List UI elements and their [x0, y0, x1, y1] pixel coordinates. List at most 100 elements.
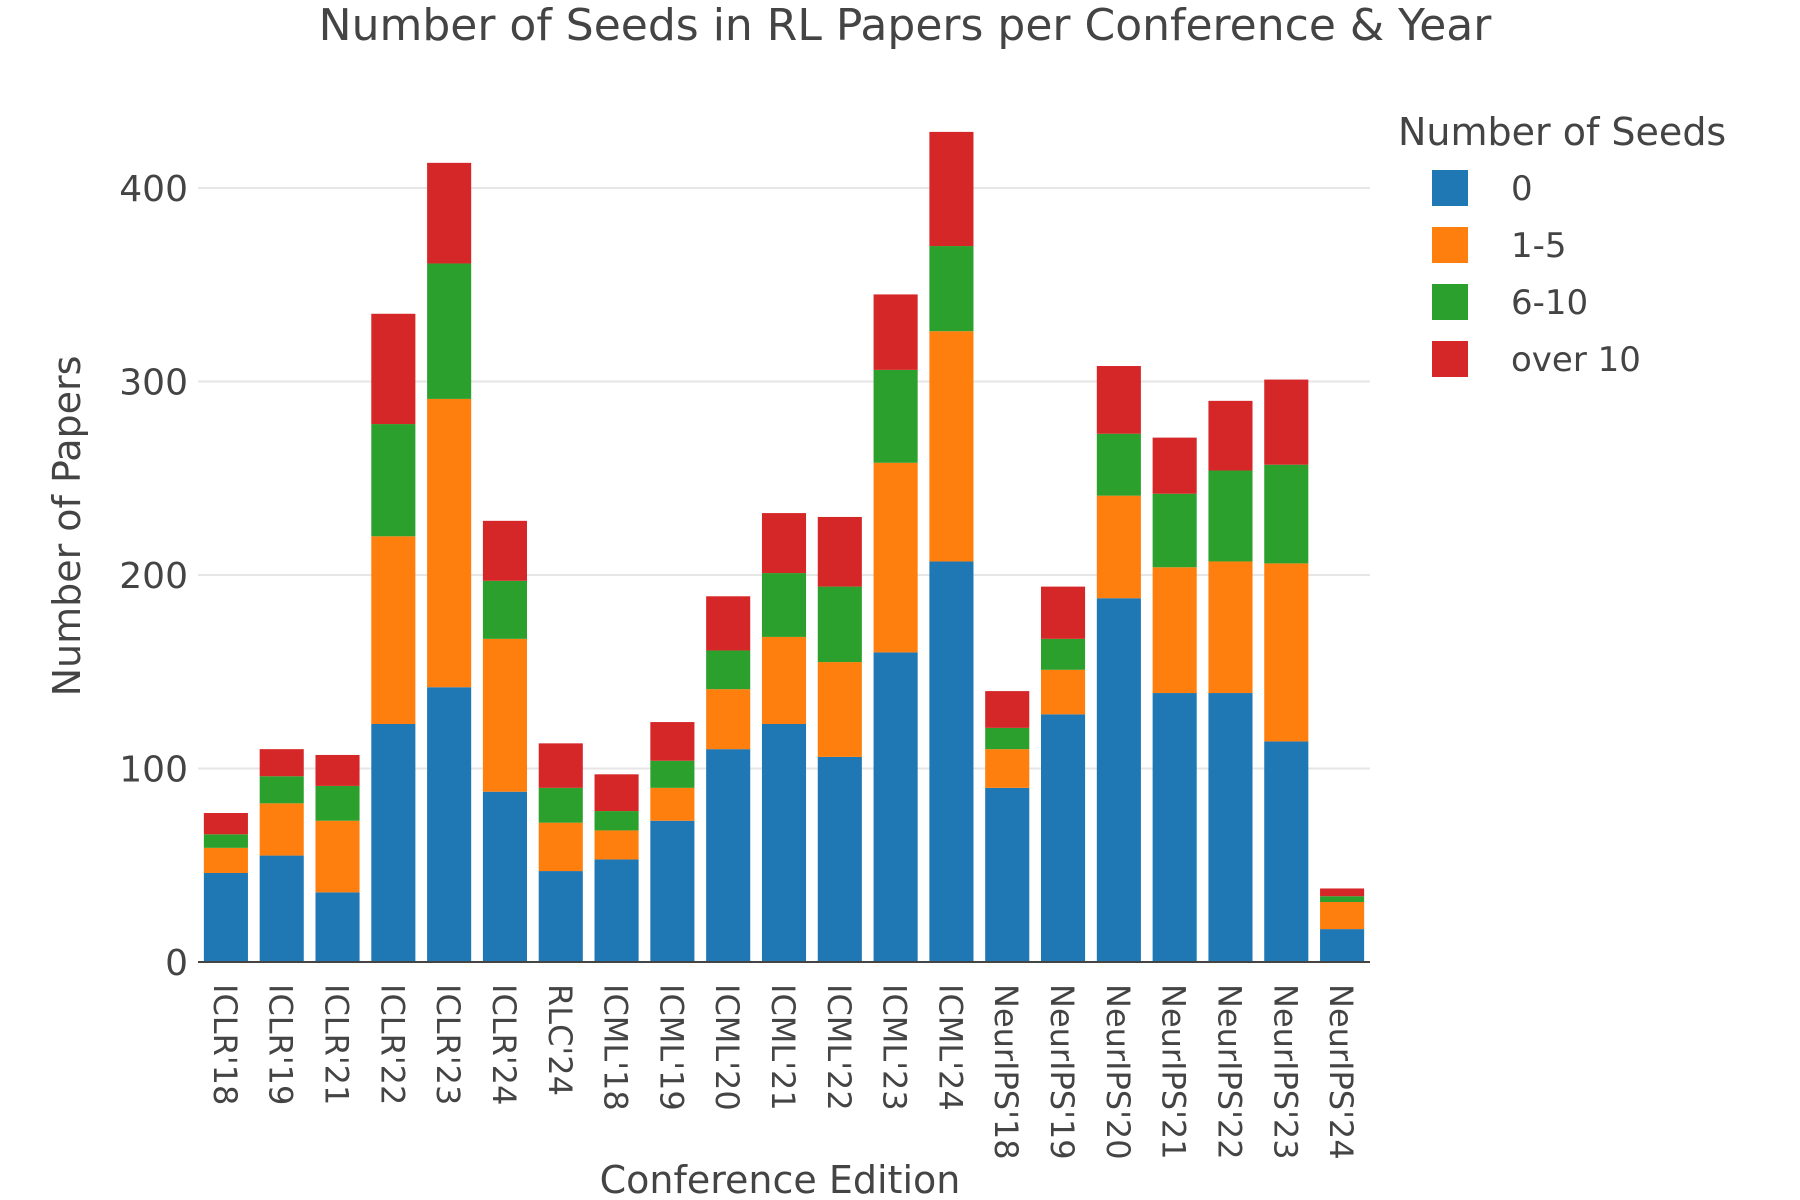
- bar-segment: [817, 586, 862, 663]
- x-tick-labels: ICLR'18 ICLR'19 ICLR'21 ICLR'22 ICLR'23 ICLR'…: [206, 984, 1360, 1160]
- legend-title: Number of Seeds: [1398, 110, 1726, 154]
- bar-segment: [594, 811, 639, 831]
- bar-segment: [482, 791, 527, 962]
- bar-segment: [1041, 714, 1086, 962]
- bar-segment: [761, 723, 807, 962]
- bar-segment: [259, 803, 304, 856]
- bar-segment: [259, 776, 304, 804]
- bar-segment: [1096, 366, 1141, 434]
- legend-swatch: [1432, 227, 1468, 263]
- x-tick-label: ICLR'22: [373, 984, 411, 1105]
- x-tick-label: NeurIPS'24: [1322, 984, 1360, 1160]
- bar-segment: [538, 822, 583, 872]
- bar-segment: [650, 722, 695, 761]
- x-tick-label: ICLR'24: [485, 984, 523, 1105]
- bar-segment: [1264, 741, 1309, 962]
- legend-label: 0: [1511, 169, 1533, 209]
- x-tick-label: ICML'20: [708, 984, 746, 1111]
- bar-segment: [1264, 464, 1309, 564]
- bar-segment: [315, 892, 360, 962]
- bar-segment: [706, 749, 751, 962]
- x-tick-label: ICML'23: [876, 984, 914, 1111]
- y-tick-label: 0: [165, 943, 188, 984]
- bar-segment: [706, 650, 751, 690]
- y-tick-label: 100: [119, 750, 188, 791]
- bar-segment: [1208, 561, 1253, 694]
- x-tick-label: ICML'19: [652, 984, 690, 1111]
- chart-title: Number of Seeds in RL Papers per Confere…: [319, 0, 1493, 51]
- bar-segment: [873, 652, 918, 962]
- x-tick-label: NeurIPS'20: [1099, 984, 1137, 1160]
- bar-segment: [985, 749, 1030, 788]
- bar-segment: [985, 691, 1030, 728]
- bar-segment: [315, 820, 360, 893]
- bar-segment: [1320, 888, 1365, 897]
- bar-segment: [203, 834, 248, 848]
- bar-segment: [1096, 433, 1141, 496]
- x-tick-label: ICLR'21: [318, 984, 356, 1105]
- bar-segment: [1320, 902, 1365, 930]
- bar-segment: [1152, 437, 1197, 494]
- y-tick-label: 400: [119, 169, 188, 210]
- bar-segment: [1208, 470, 1253, 562]
- bar-segment: [427, 162, 472, 264]
- x-tick-label: NeurIPS'18: [987, 984, 1025, 1160]
- y-tick-label: 300: [119, 363, 188, 404]
- bar-segment: [761, 513, 807, 574]
- bar-segment: [538, 871, 583, 962]
- x-tick-label: ICML'22: [820, 984, 858, 1111]
- legend-label: over 10: [1511, 340, 1641, 380]
- bar-segment: [538, 787, 583, 823]
- bar-segment: [1264, 379, 1309, 465]
- bar-segment: [594, 830, 639, 860]
- bar-segment: [482, 580, 527, 639]
- x-tick-label: NeurIPS'21: [1155, 984, 1193, 1160]
- x-tick-label: ICML'18: [597, 984, 635, 1111]
- bar-segment: [929, 561, 974, 962]
- bar-segment: [761, 573, 807, 637]
- bar-segment: [929, 246, 974, 332]
- bar-segment: [873, 462, 918, 653]
- bar-segment: [1152, 567, 1197, 694]
- bar-segment: [315, 754, 360, 786]
- bar-segment: [259, 855, 304, 962]
- bar-segment: [482, 638, 527, 792]
- bar-segment: [371, 723, 416, 962]
- bar-segment: [1264, 563, 1309, 742]
- bar-segment: [1208, 400, 1253, 471]
- bar-segment: [817, 662, 862, 757]
- x-tick-label: ICML'24: [931, 984, 969, 1111]
- bar-segment: [706, 689, 751, 750]
- legend-swatch: [1432, 284, 1468, 320]
- bar-segment: [873, 369, 918, 463]
- bar-segment: [650, 820, 695, 962]
- bar-segment: [817, 756, 862, 962]
- x-tick-label: ICML'21: [764, 984, 802, 1111]
- bar-segment: [761, 636, 807, 724]
- bar-segment: [1041, 638, 1086, 670]
- y-tick-label: 200: [119, 556, 188, 597]
- x-tick-label: ICLR'23: [429, 984, 467, 1105]
- bar-segment: [1041, 586, 1086, 639]
- bar-segment: [371, 424, 416, 537]
- bar-segment: [427, 687, 472, 962]
- bar-segment: [594, 774, 639, 812]
- legend-swatch: [1432, 341, 1468, 377]
- bar-segment: [1208, 693, 1253, 962]
- bar-segment: [706, 596, 751, 651]
- bar-segment: [1041, 669, 1086, 715]
- bar-segment: [538, 743, 583, 788]
- legend: Number of Seeds 0 1-5 6-10 over 10: [1398, 110, 1726, 380]
- x-tick-label: RLC'24: [541, 984, 579, 1096]
- bar-segment: [371, 536, 416, 724]
- bar-segment: [1152, 693, 1197, 962]
- bar-segment: [650, 760, 695, 788]
- x-axis-title: Conference Edition: [600, 1158, 961, 1200]
- legend-label: 1-5: [1511, 226, 1567, 266]
- x-tick-label: ICLR'18: [206, 984, 244, 1105]
- bar-segment: [315, 785, 360, 821]
- legend-label: 6-10: [1511, 283, 1588, 323]
- bars-layer: [203, 131, 1365, 962]
